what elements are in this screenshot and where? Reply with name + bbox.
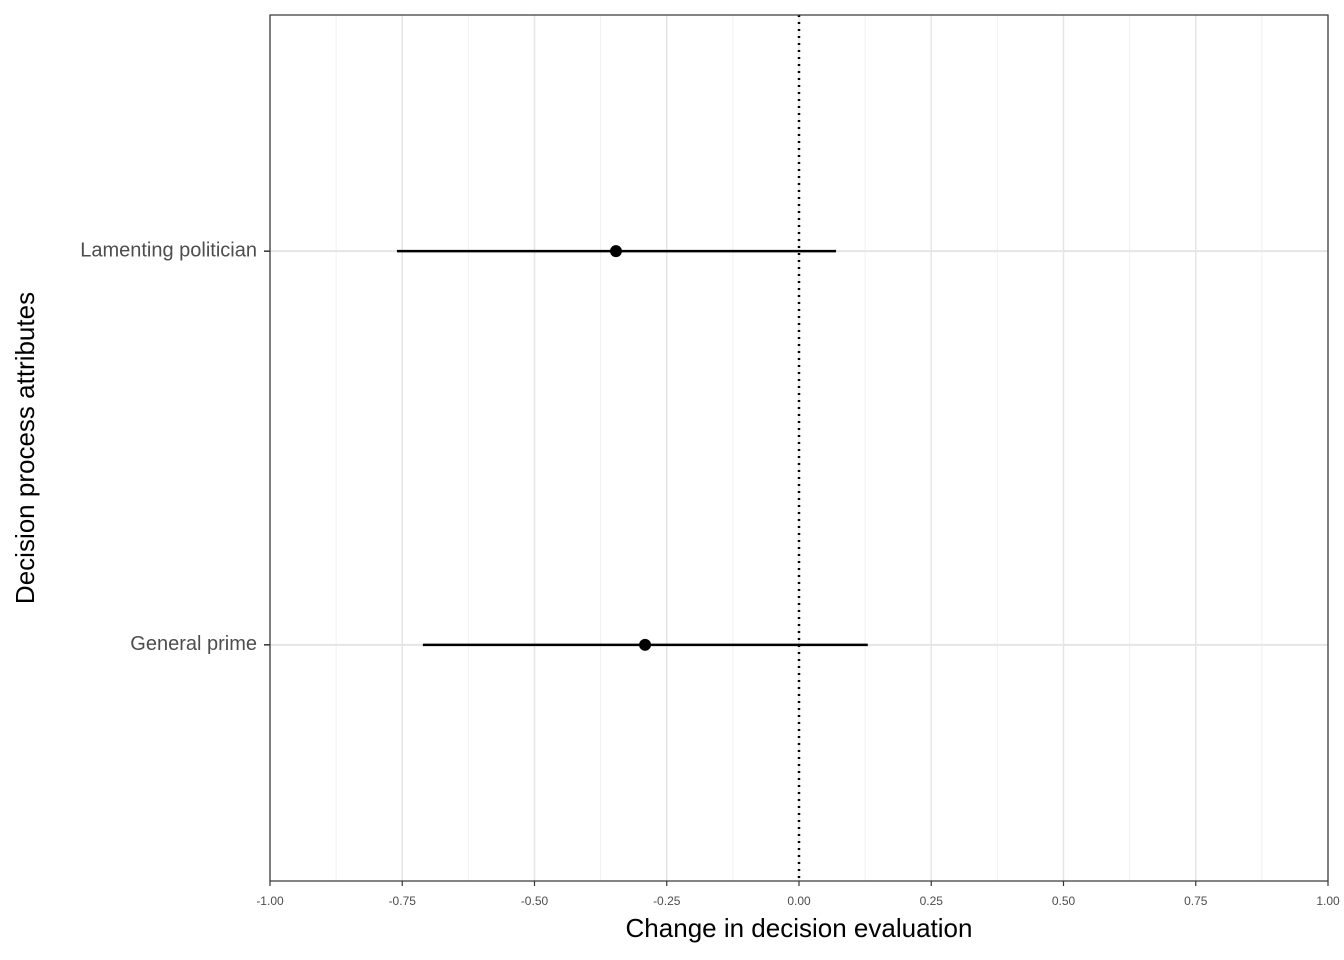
x-tick-label: 1.00 [1316,894,1340,908]
x-tick-label: 0.50 [1052,894,1076,908]
y-tick-label: Lamenting politician [80,239,257,261]
x-tick-label: 0.25 [920,894,944,908]
x-tick-label: -0.25 [653,894,681,908]
x-tick-label: -1.00 [256,894,284,908]
point [609,245,622,258]
x-tick-label: 0.75 [1184,894,1208,908]
x-tick-label: -0.50 [521,894,549,908]
plot-border [269,14,1329,882]
x-tick-label: 0.00 [787,894,811,908]
y-tick-label: General prime [130,633,257,655]
point [639,638,652,651]
y-axis-title: Decision process attributes [10,292,40,604]
x-axis-title: Change in decision evaluation [626,913,973,943]
x-tick-label: -0.75 [389,894,417,908]
